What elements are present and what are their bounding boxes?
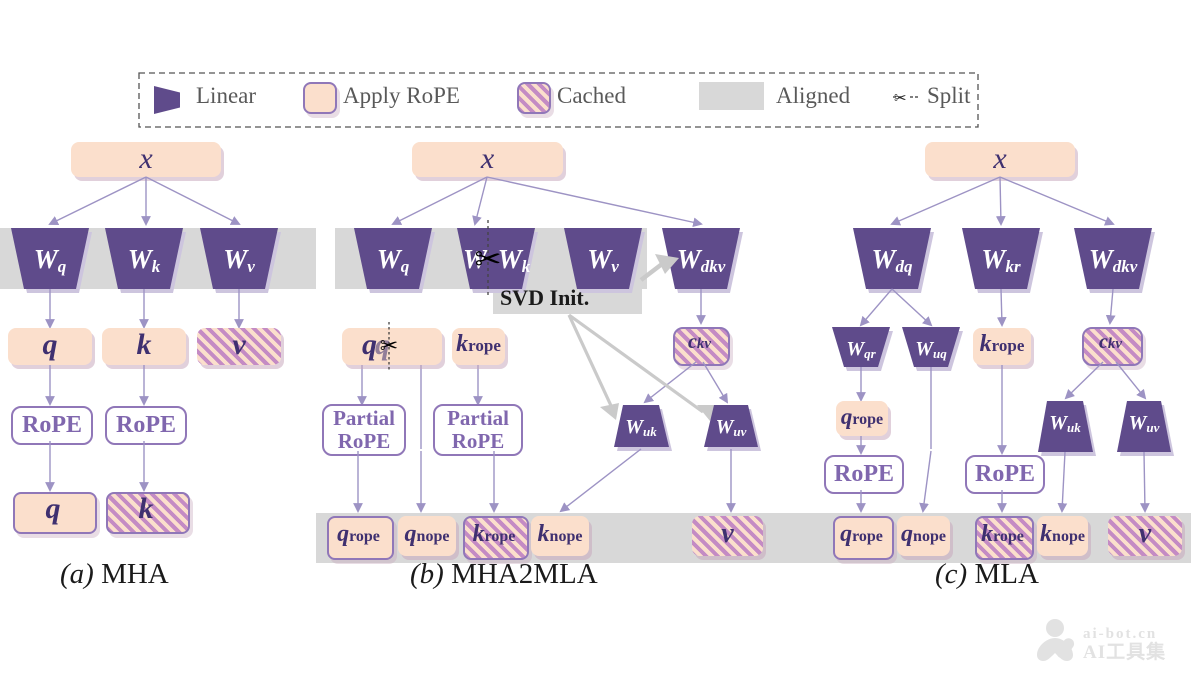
- svg-text:ai-bot.cn: ai-bot.cn: [1083, 626, 1157, 642]
- svg-text:AI工具集: AI工具集: [1083, 640, 1166, 663]
